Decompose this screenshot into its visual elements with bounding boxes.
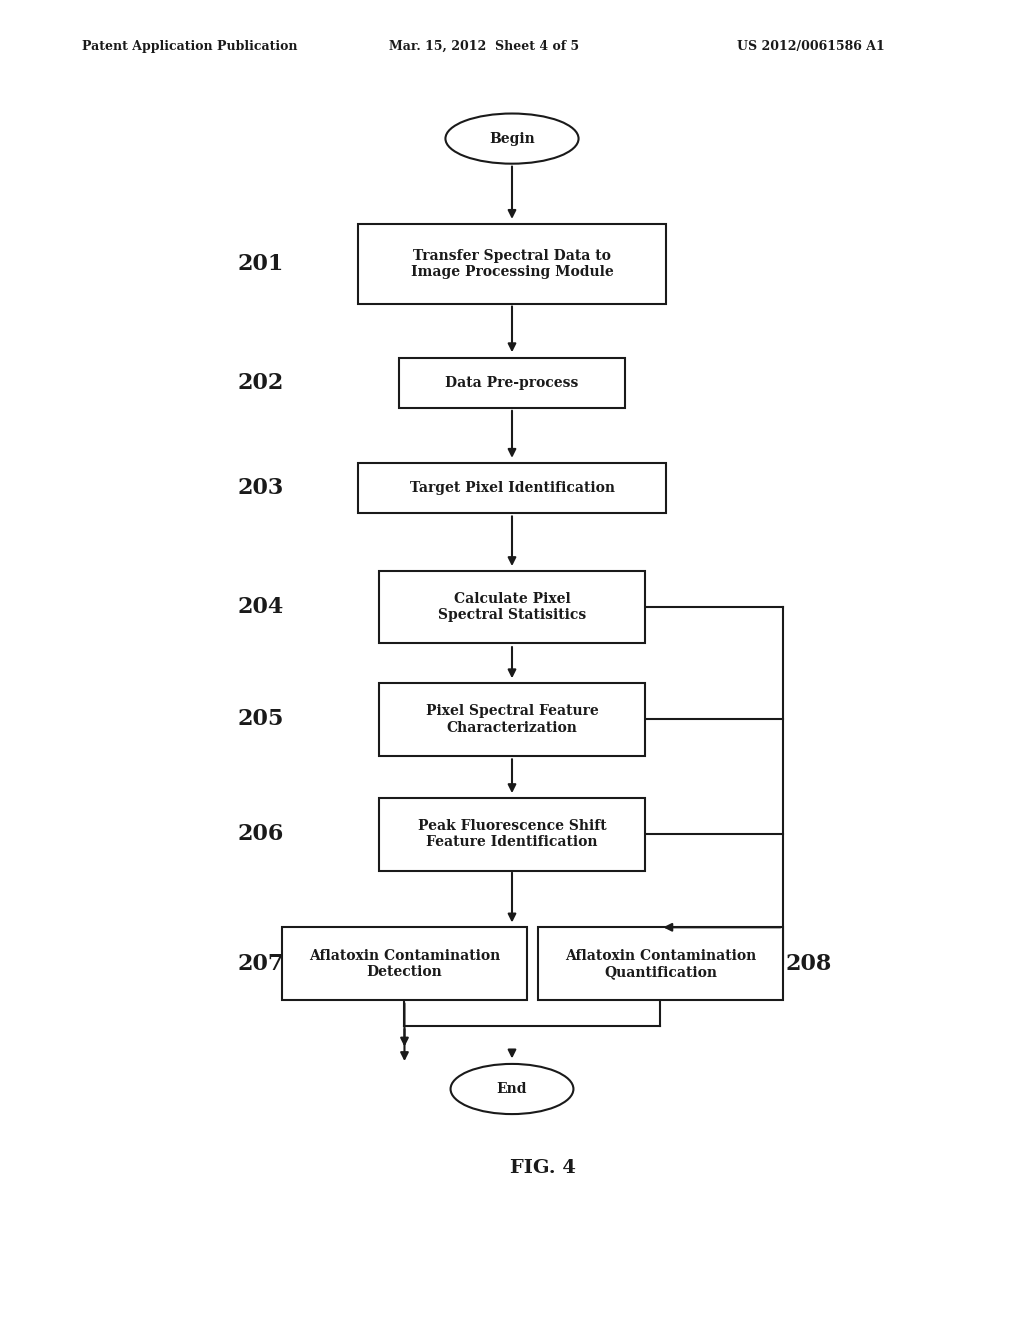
- Text: Pixel Spectral Feature
Characterization: Pixel Spectral Feature Characterization: [426, 705, 598, 734]
- Text: Calculate Pixel
Spectral Statisitics: Calculate Pixel Spectral Statisitics: [438, 593, 586, 622]
- FancyBboxPatch shape: [379, 797, 645, 871]
- Text: Mar. 15, 2012  Sheet 4 of 5: Mar. 15, 2012 Sheet 4 of 5: [389, 40, 580, 53]
- Text: 207: 207: [238, 953, 285, 974]
- Text: 204: 204: [238, 597, 285, 618]
- FancyBboxPatch shape: [399, 358, 625, 408]
- Ellipse shape: [445, 114, 579, 164]
- Text: US 2012/0061586 A1: US 2012/0061586 A1: [737, 40, 885, 53]
- FancyBboxPatch shape: [358, 224, 666, 304]
- Text: 201: 201: [238, 253, 285, 275]
- Text: End: End: [497, 1082, 527, 1096]
- Text: 205: 205: [238, 709, 285, 730]
- Text: FIG. 4: FIG. 4: [510, 1159, 575, 1177]
- Text: 203: 203: [238, 478, 285, 499]
- Text: 206: 206: [238, 824, 285, 845]
- Text: 208: 208: [785, 953, 833, 974]
- FancyBboxPatch shape: [358, 463, 666, 513]
- FancyBboxPatch shape: [538, 927, 783, 1001]
- Text: 202: 202: [238, 372, 285, 393]
- Text: Target Pixel Identification: Target Pixel Identification: [410, 482, 614, 495]
- Text: Patent Application Publication: Patent Application Publication: [82, 40, 297, 53]
- FancyBboxPatch shape: [379, 684, 645, 755]
- Text: Peak Fluorescence Shift
Feature Identification: Peak Fluorescence Shift Feature Identifi…: [418, 820, 606, 849]
- FancyBboxPatch shape: [379, 570, 645, 643]
- Text: Aflatoxin Contamination
Detection: Aflatoxin Contamination Detection: [309, 949, 500, 978]
- FancyBboxPatch shape: [282, 927, 527, 1001]
- Text: Transfer Spectral Data to
Image Processing Module: Transfer Spectral Data to Image Processi…: [411, 249, 613, 279]
- Text: Data Pre-process: Data Pre-process: [445, 376, 579, 389]
- Ellipse shape: [451, 1064, 573, 1114]
- Text: Aflatoxin Contamination
Quantification: Aflatoxin Contamination Quantification: [565, 949, 756, 978]
- Text: Begin: Begin: [489, 132, 535, 145]
